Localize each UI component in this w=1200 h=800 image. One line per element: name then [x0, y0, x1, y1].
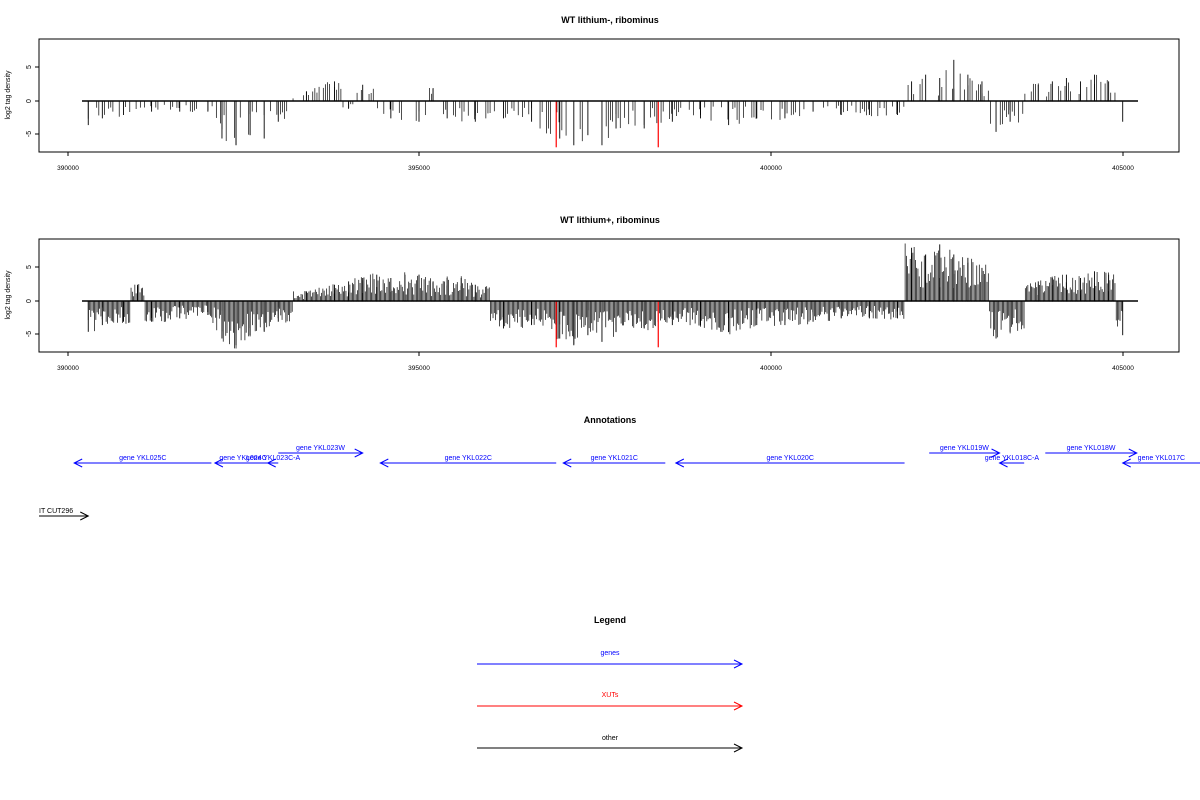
y-axis: 5 0 -5: [26, 65, 39, 137]
y-tick-label: 5: [26, 265, 33, 269]
feature-gene-ykl018w: gene YKL018W: [1045, 445, 1138, 458]
x-tick-label: 400000: [760, 165, 782, 172]
panel-lithium-minus: WT lithium-, ribominus log2 tag density …: [5, 15, 1180, 172]
feature-label: gene YKL023W: [296, 445, 345, 452]
y-axis-label: log2 tag density: [5, 70, 12, 120]
legend: Legend genes XUTs other: [477, 615, 744, 753]
legend-title: Legend: [594, 615, 626, 625]
y-tick-label: -5: [26, 131, 33, 137]
arrow-head-icon: [73, 458, 83, 468]
arrow-head-icon: [1128, 448, 1138, 458]
feature-label: gene YKL025C: [119, 455, 166, 462]
feature-gene-ykl019w: gene YKL019W: [929, 445, 1001, 458]
feature-label: gene YKL019W: [940, 445, 989, 452]
arrow-head-icon: [562, 458, 572, 468]
feature-label: gene YKL020C: [767, 455, 814, 462]
feature-label: gene YKL021C: [591, 455, 638, 462]
legend-label: XUTs: [602, 692, 619, 699]
feature-gene-ykl021c: gene YKL021C: [562, 455, 666, 468]
legend-item-xuts: XUTs: [477, 692, 744, 711]
feature-label: gene YKL018W: [1067, 445, 1116, 452]
arrow-head-icon: [266, 458, 276, 468]
arrow-head-icon: [1121, 458, 1131, 468]
feature-label: gene YKL017C: [1138, 455, 1185, 462]
legend-item-other: other: [477, 735, 744, 753]
x-tick-label: 405000: [1112, 365, 1134, 372]
legend-label: genes: [600, 650, 620, 657]
legend-item-genes: genes: [477, 650, 744, 669]
panel-title: WT lithium+, ribominus: [560, 215, 660, 225]
feature-gene-ykl022c: gene YKL022C: [379, 455, 557, 468]
y-axis: 5 0 -5: [26, 265, 39, 337]
feature-gene-ykl018c-a: gene YKL018C-A: [985, 455, 1040, 468]
feature-gene-ykl017c: gene YKL017C: [1121, 455, 1200, 468]
panel-title: WT lithium-, ribominus: [561, 15, 659, 25]
x-tick-label: 395000: [408, 165, 430, 172]
arrow-head-icon: [733, 743, 744, 753]
x-axis: 390000 395000 400000 405000: [57, 352, 1134, 372]
feature-label: IT CUT296: [39, 508, 73, 515]
signal-bars: [87, 59, 1124, 148]
feature-label: gene YKL024C: [219, 455, 266, 462]
arrow-head-icon: [733, 659, 744, 669]
y-tick-label: 0: [26, 299, 33, 303]
arrow-head-icon: [379, 458, 389, 468]
signal-bars: [87, 243, 1124, 349]
panel-lithium-plus: WT lithium+, ribominus log2 tag density …: [5, 215, 1180, 372]
arrow-head-icon: [733, 701, 744, 711]
y-tick-label: 0: [26, 99, 33, 103]
plot-frame: [38, 238, 1180, 353]
feature-gene-ykl023w: gene YKL023W: [278, 445, 364, 458]
x-tick-label: 390000: [57, 165, 79, 172]
feature-label: gene YKL023C-A: [246, 455, 301, 462]
feature-label: gene YKL018C-A: [985, 455, 1040, 462]
feature-label: gene YKL022C: [445, 455, 492, 462]
feature-gene-ykl023c-a: gene YKL023C-A: [246, 455, 301, 468]
x-tick-label: 405000: [1112, 165, 1134, 172]
arrow-head-icon: [354, 448, 364, 458]
y-tick-label: -5: [26, 331, 33, 337]
x-axis: 390000 395000 400000 405000: [57, 152, 1134, 172]
feature-gene-ykl024c: gene YKL024C: [213, 455, 272, 468]
x-tick-label: 400000: [760, 365, 782, 372]
feature-gene-ykl025c: gene YKL025C: [73, 455, 212, 468]
y-tick-label: 5: [26, 65, 33, 69]
arrow-head-icon: [991, 448, 1001, 458]
arrow-head-icon: [80, 511, 90, 521]
plot-frame: [38, 38, 1180, 153]
arrow-head-icon: [998, 458, 1008, 468]
annotations-track: Annotations gene YKL025C gene YKL024Cgene…: [39, 415, 1200, 521]
legend-label: other: [602, 735, 619, 742]
x-tick-label: 395000: [408, 365, 430, 372]
feature-gene-ykl020c: gene YKL020C: [674, 455, 905, 468]
arrow-head-icon: [213, 458, 224, 468]
annotations-title: Annotations: [584, 415, 637, 425]
feature-it-cut296: IT CUT296: [39, 508, 90, 521]
y-axis-label: log2 tag density: [5, 270, 12, 320]
arrow-head-icon: [674, 458, 685, 468]
x-tick-label: 390000: [57, 365, 79, 372]
